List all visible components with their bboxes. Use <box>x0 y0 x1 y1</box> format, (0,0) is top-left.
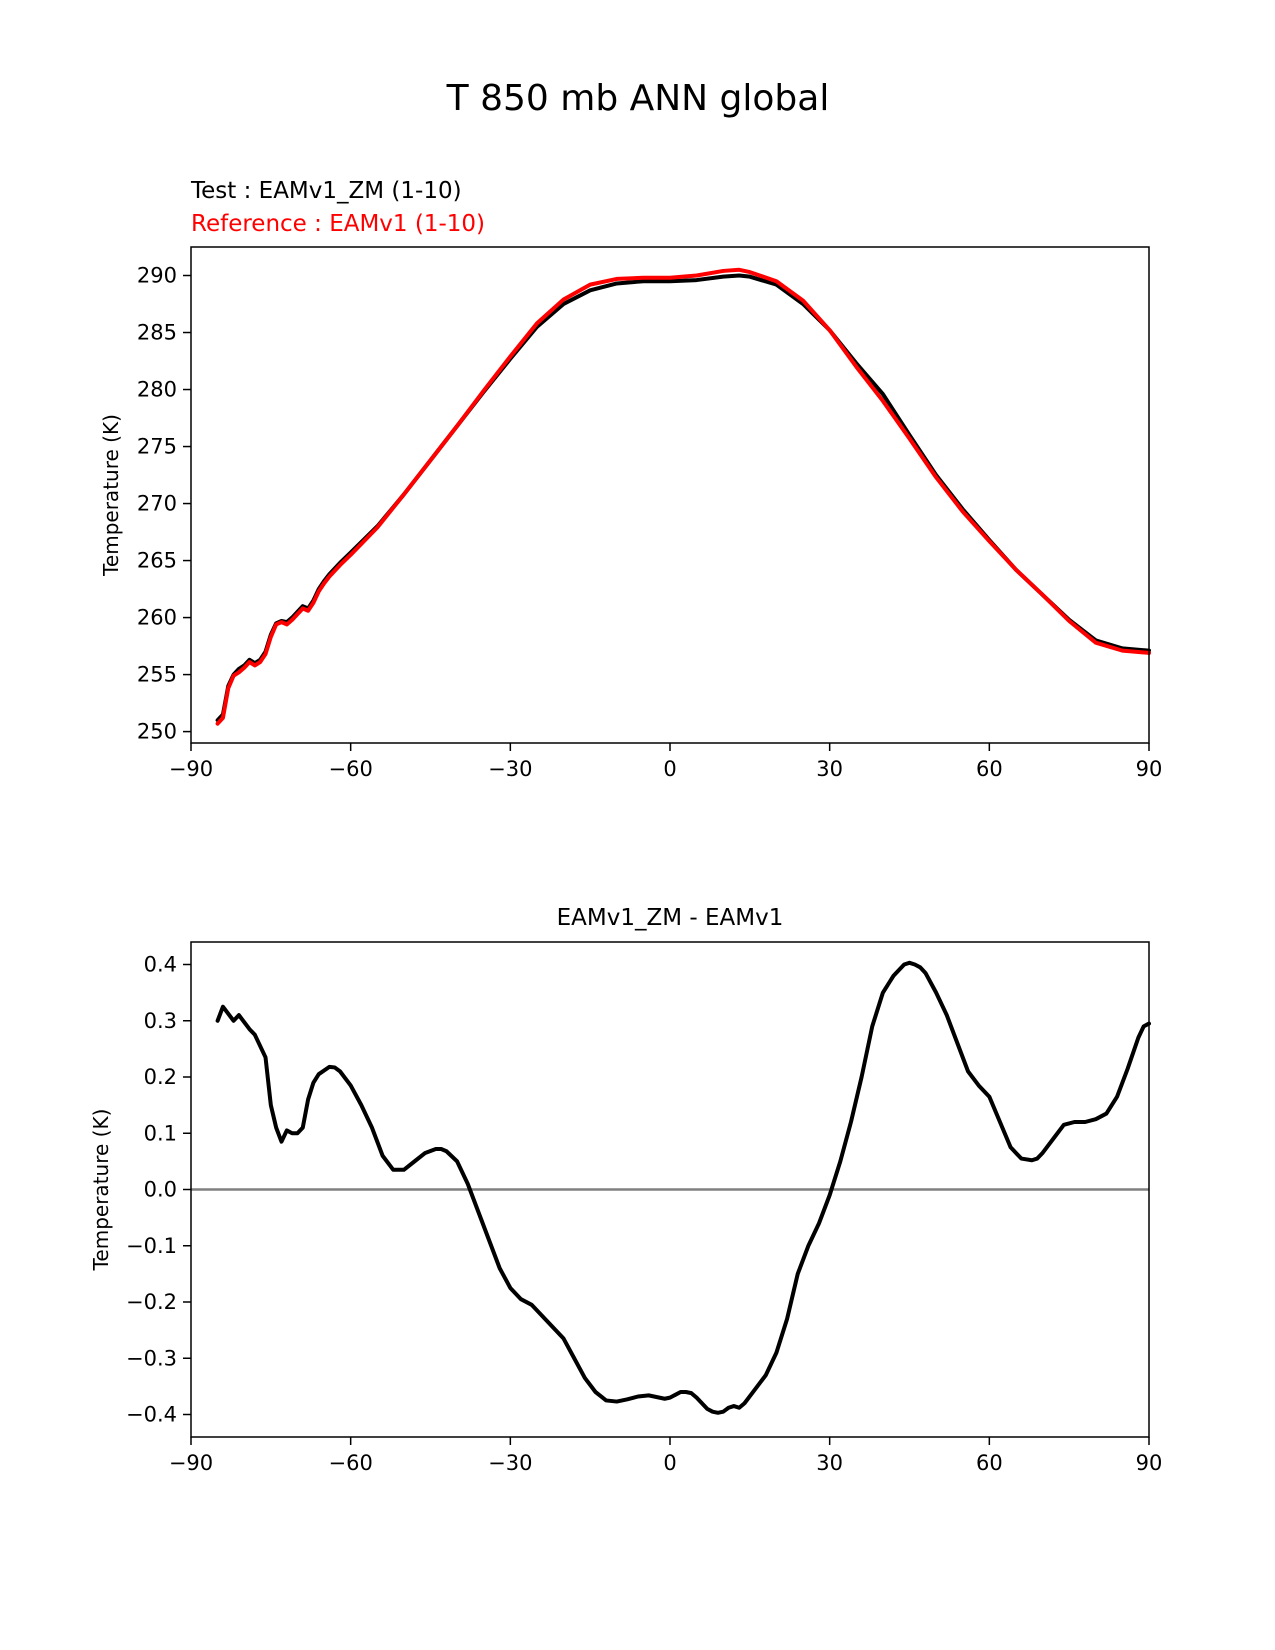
top-x-tick-label: −30 <box>488 757 532 781</box>
top-y-tick-label: 255 <box>137 663 177 687</box>
bottom-plot-area: −90 −60 −30 0 30 60 90 −0.4 −0.3 −0.2 −0.1 0.0 0.1 0.… <box>89 941 1163 1475</box>
bottom-x-tick-label: −90 <box>169 1451 213 1475</box>
top-x-tick-label: 0 <box>663 757 676 781</box>
bottom-y-tick-label: 0.0 <box>144 1178 177 1202</box>
bottom-series-line-0 <box>215 960 1151 1415</box>
bottom-y-tick-label: −0.2 <box>126 1290 177 1314</box>
difference-plot-title: EAMv1_ZM - EAMv1 <box>557 905 784 931</box>
bottom-x-tick-label: −60 <box>329 1451 373 1475</box>
top-y-axis-label: Temperature (K) <box>99 414 123 577</box>
top-series-line-1 <box>215 267 1151 726</box>
bottom-y-tick-label: 0.2 <box>144 1065 177 1089</box>
bottom-y-tick-label: −0.3 <box>126 1346 177 1370</box>
top-y-tick-label: 290 <box>137 264 177 288</box>
legend-test-label: Test : EAMv1_ZM (1-10) <box>190 178 462 204</box>
top-y-tick-label: 250 <box>137 720 177 744</box>
bottom-y-tick-label: 0.1 <box>144 1121 177 1145</box>
bottom-y-tick-label: 0.3 <box>144 1009 177 1033</box>
top-y-tick-label: 270 <box>137 492 177 516</box>
figure-title: T 850 mb ANN global <box>446 78 830 119</box>
top-plot-area: −90 −60 −30 0 30 60 90 250 255 260 265 270 275 280 285… <box>99 246 1163 781</box>
bottom-x-tick-label: 30 <box>816 1451 843 1475</box>
top-y-tick-label: 285 <box>137 321 177 345</box>
top-x-tick-label: −60 <box>329 757 373 781</box>
bottom-panel: EAMv1_ZM - EAMv1 −90 −60 −30 0 30 60 90 −0.4 −0.… <box>89 905 1162 1475</box>
top-x-tick-label: 30 <box>816 757 843 781</box>
top-x-tick-label: −90 <box>169 757 213 781</box>
top-y-tick-label: 265 <box>137 549 177 573</box>
bottom-y-tick-label: −0.1 <box>126 1234 177 1258</box>
top-x-tick-label: 60 <box>976 757 1003 781</box>
bottom-x-tick-label: 60 <box>976 1451 1003 1475</box>
bottom-x-tick-label: 90 <box>1136 1451 1163 1475</box>
bottom-x-tick-label: −30 <box>488 1451 532 1475</box>
top-x-tick-label: 90 <box>1136 757 1163 781</box>
top-y-tick-label: 280 <box>137 378 177 402</box>
bottom-y-axis-label: Temperature (K) <box>89 1109 113 1272</box>
bottom-y-tick-label: 0.4 <box>144 953 177 977</box>
top-y-tick-label: 275 <box>137 435 177 459</box>
top-y-tick-label: 260 <box>137 606 177 630</box>
legend-reference-label: Reference : EAMv1 (1-10) <box>191 211 485 237</box>
bottom-y-tick-label: −0.4 <box>126 1403 177 1427</box>
top-panel: Test : EAMv1_ZM (1-10) Reference : EAMv1… <box>99 178 1162 781</box>
bottom-x-tick-label: 0 <box>663 1451 676 1475</box>
